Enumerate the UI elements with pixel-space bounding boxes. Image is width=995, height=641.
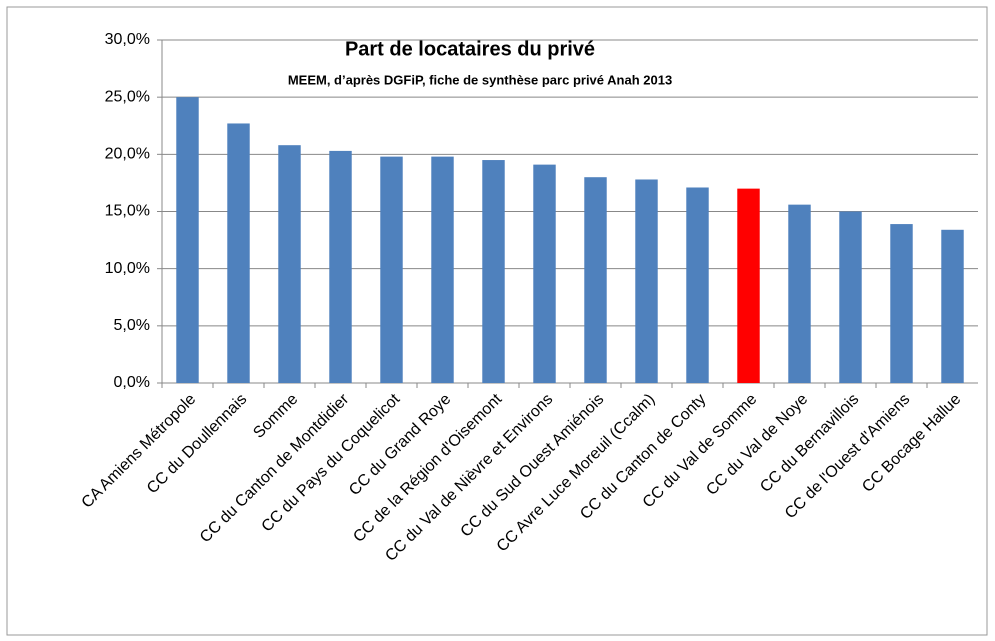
bar [737, 188, 760, 383]
bar [941, 229, 964, 383]
chart-subtitle: MEEM, d’après DGFiP, fiche de synthèse p… [288, 72, 672, 87]
bar [686, 187, 709, 383]
y-tick-label: 25,0% [105, 88, 150, 105]
bar [431, 156, 454, 383]
bar [584, 177, 607, 383]
bar [227, 123, 250, 384]
y-tick-label: 15,0% [105, 203, 150, 220]
bar [329, 150, 352, 383]
bar [788, 204, 811, 383]
y-tick-label: 10,0% [105, 260, 150, 277]
chart-title: Part de locataires du privé [345, 38, 595, 60]
bar [839, 211, 862, 383]
y-tick-label: 5,0% [114, 317, 150, 334]
bar [278, 145, 301, 383]
bar [482, 160, 505, 383]
bar [635, 179, 658, 383]
y-tick-label: 30,0% [105, 31, 150, 48]
bar [176, 97, 199, 384]
y-tick-label: 0,0% [114, 374, 150, 391]
bar [533, 164, 556, 383]
bar [380, 156, 403, 383]
bar [890, 224, 913, 383]
y-tick-label: 20,0% [105, 146, 150, 163]
